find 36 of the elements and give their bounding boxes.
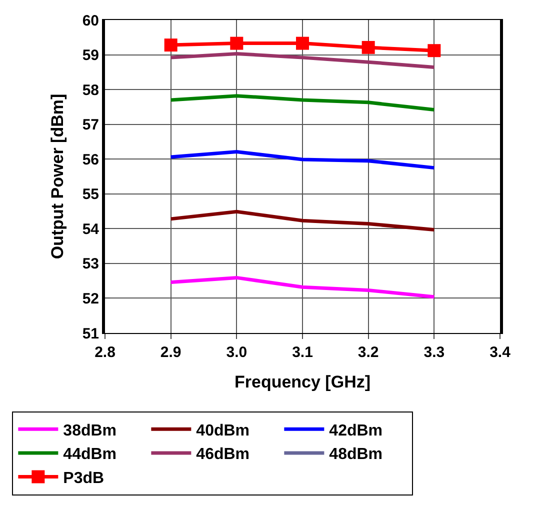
point bbox=[296, 36, 309, 50]
y-tick-label: 55 bbox=[82, 186, 99, 204]
x-tick-label: 3.0 bbox=[226, 344, 248, 361]
legend-label: 38dBm bbox=[63, 422, 117, 440]
point bbox=[428, 44, 441, 58]
legend-label: 44dBm bbox=[63, 446, 117, 464]
y-tick-label: 60 bbox=[82, 12, 99, 30]
x-tick-label: 3.3 bbox=[424, 344, 445, 361]
legend-label: 48dBm bbox=[329, 446, 383, 464]
x-axis-title: Frequency [GHz] bbox=[234, 372, 371, 392]
x-tick-label: 3.1 bbox=[292, 344, 313, 361]
y-tick-label: 59 bbox=[82, 47, 99, 64]
legend-label: 40dBm bbox=[196, 422, 250, 440]
x-tick-label: 3.4 bbox=[490, 344, 512, 361]
y-tick-label: 54 bbox=[82, 220, 100, 238]
line-series bbox=[169, 52, 436, 70]
line-series bbox=[169, 210, 436, 232]
line-series bbox=[169, 150, 436, 170]
legend-label: 42dBm bbox=[329, 422, 383, 440]
legend-label: P3dB bbox=[63, 470, 104, 487]
y-tick-label: 53 bbox=[82, 256, 99, 273]
y-tick-label: 58 bbox=[82, 82, 99, 99]
x-tick-label: 2.8 bbox=[94, 344, 116, 361]
legend-label: 46dBm bbox=[196, 446, 250, 464]
line-series bbox=[169, 94, 436, 112]
y-axis-title: Output Power [dBm] bbox=[48, 94, 67, 260]
x-tick-label: 2.9 bbox=[160, 344, 182, 361]
point bbox=[230, 36, 244, 50]
line-series bbox=[169, 276, 436, 299]
point bbox=[362, 40, 375, 54]
y-tick-label: 51 bbox=[82, 325, 99, 342]
y-tick-label: 56 bbox=[82, 151, 99, 168]
point bbox=[164, 38, 178, 52]
y-tick-label: 52 bbox=[82, 290, 99, 308]
x-tick-label: 3.2 bbox=[358, 344, 379, 361]
y-tick-label: 57 bbox=[82, 116, 99, 134]
